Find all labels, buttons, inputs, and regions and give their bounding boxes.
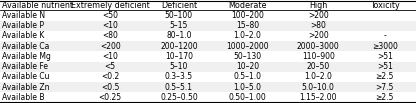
Text: 5.0–10.0: 5.0–10.0 (302, 83, 335, 92)
Text: 1.0–2.0: 1.0–2.0 (233, 32, 262, 40)
Text: 1000–2000: 1000–2000 (226, 42, 269, 51)
Text: 2000–3000: 2000–3000 (297, 42, 339, 51)
Bar (354, 21, 416, 31)
Text: <5: <5 (105, 62, 116, 71)
Text: >51: >51 (377, 52, 393, 61)
Text: 100–200: 100–200 (231, 11, 264, 20)
Bar (283, 41, 354, 51)
Bar (0, 62, 75, 72)
Text: 5–15: 5–15 (170, 21, 188, 30)
Text: Available P: Available P (2, 21, 44, 30)
Text: >200: >200 (308, 32, 329, 40)
Bar (146, 62, 212, 72)
Text: -: - (384, 32, 386, 40)
Text: <10: <10 (102, 52, 118, 61)
Bar (283, 82, 354, 92)
Text: Toxicity: Toxicity (370, 1, 400, 10)
Text: Available Ca: Available Ca (2, 42, 50, 51)
Text: 200–1200: 200–1200 (160, 42, 198, 51)
Text: Deficient: Deficient (161, 1, 197, 10)
Text: 80–1.0: 80–1.0 (166, 32, 192, 40)
Text: <0.2: <0.2 (101, 72, 119, 81)
Text: >51: >51 (377, 62, 393, 71)
Bar (212, 82, 283, 92)
Text: Available Mg: Available Mg (2, 52, 51, 61)
Text: 10–20: 10–20 (236, 62, 259, 71)
Text: >200: >200 (308, 11, 329, 20)
Bar (75, 82, 146, 92)
Text: 0.3–3.5: 0.3–3.5 (165, 72, 193, 81)
Text: 0.5–1.0: 0.5–1.0 (233, 72, 262, 81)
Text: ≥2.5: ≥2.5 (376, 93, 394, 102)
Bar (75, 41, 146, 51)
Text: <0.25: <0.25 (99, 93, 122, 102)
Bar (75, 21, 146, 31)
Text: ≥3000: ≥3000 (372, 42, 398, 51)
Bar (0, 21, 75, 31)
Text: 1.0–2.0: 1.0–2.0 (304, 72, 332, 81)
Text: 20–50: 20–50 (307, 62, 330, 71)
Text: Available N: Available N (2, 11, 45, 20)
Text: 1.0–5.0: 1.0–5.0 (233, 83, 262, 92)
Bar (354, 82, 416, 92)
Text: <80: <80 (102, 32, 118, 40)
Text: 10–170: 10–170 (165, 52, 193, 61)
Bar (212, 21, 283, 31)
Bar (0, 41, 75, 51)
Text: Available K: Available K (2, 32, 45, 40)
Text: >80: >80 (310, 21, 326, 30)
Bar (283, 21, 354, 31)
Text: Available nutrient: Available nutrient (2, 1, 73, 10)
Text: 50–130: 50–130 (233, 52, 262, 61)
Text: 5–10: 5–10 (170, 62, 188, 71)
Text: <200: <200 (100, 42, 121, 51)
Text: <0.5: <0.5 (101, 83, 119, 92)
Bar (146, 82, 212, 92)
Text: High: High (309, 1, 327, 10)
Bar (354, 41, 416, 51)
Text: 110–900: 110–900 (302, 52, 335, 61)
Text: ≥2.5: ≥2.5 (376, 72, 394, 81)
Text: Available Zn: Available Zn (2, 83, 50, 92)
Bar (283, 62, 354, 72)
Bar (75, 62, 146, 72)
Bar (212, 41, 283, 51)
Bar (354, 62, 416, 72)
Text: <50: <50 (102, 11, 118, 20)
Bar (0, 82, 75, 92)
Text: 1.15–2.00: 1.15–2.00 (300, 93, 337, 102)
Bar (212, 62, 283, 72)
Text: >7.5: >7.5 (376, 83, 394, 92)
Text: Available B: Available B (2, 93, 45, 102)
Text: Available Fe: Available Fe (2, 62, 48, 71)
Text: 0.50–1.00: 0.50–1.00 (229, 93, 266, 102)
Text: 15–80: 15–80 (236, 21, 259, 30)
Text: Available Cu: Available Cu (2, 72, 50, 81)
Text: 50–100: 50–100 (165, 11, 193, 20)
Bar (146, 21, 212, 31)
Text: 0.5–5.1: 0.5–5.1 (165, 83, 193, 92)
Text: 0.25–0.50: 0.25–0.50 (160, 93, 198, 102)
Text: <10: <10 (102, 21, 118, 30)
Bar (146, 41, 212, 51)
Text: Extremely deficient: Extremely deficient (71, 1, 150, 10)
Text: Moderate: Moderate (228, 1, 267, 10)
